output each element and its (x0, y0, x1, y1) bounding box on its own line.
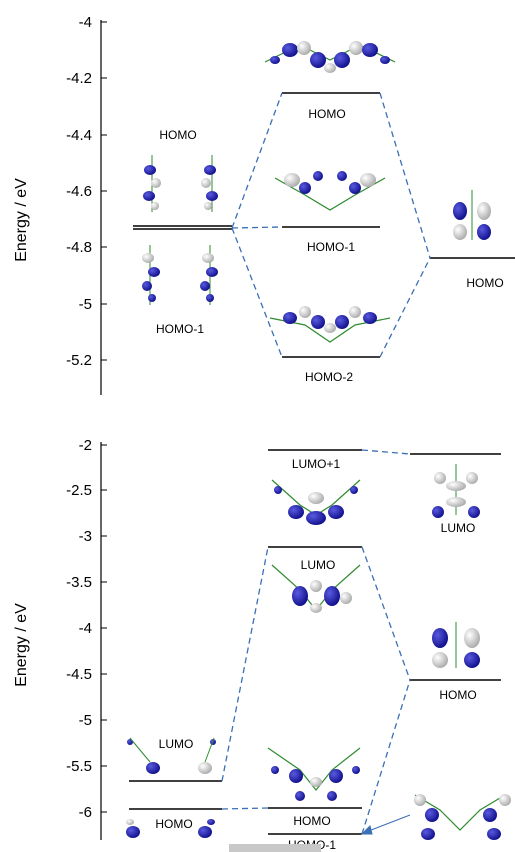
top-left-homo1-orbital (142, 245, 218, 305)
top-energy-levels (133, 92, 515, 358)
bottom-right-lumo-label: LUMO (441, 521, 476, 535)
bottom-tick-label: -4.5 (66, 666, 92, 683)
bottom-tick-label: -2 (79, 437, 92, 454)
bottom-tick-label: -2.5 (66, 482, 92, 499)
bottom-tick-label: -5 (79, 712, 92, 729)
bottom-tick-label: -5.5 (66, 758, 92, 775)
bottom-right-homo-orbital (432, 622, 480, 668)
bottom-correlation-lines (221, 449, 411, 835)
top-y-ticks (101, 21, 107, 361)
bottom-right-homo-label: HOMO (439, 688, 476, 702)
bottom-right-homo1-orbital (414, 794, 511, 840)
bottom-left-lumo-label: LUMO (159, 737, 194, 751)
bottom-tick-label: -3.5 (66, 574, 92, 591)
bottom-y-ticks (101, 444, 107, 813)
top-right-homo-label: HOMO (466, 276, 503, 290)
bottom-mid-lumo-orbital (271, 564, 361, 613)
bottom-left-homo-orbital (126, 819, 215, 838)
top-mid-homo2-label: HOMO-2 (305, 370, 353, 384)
bottom-mid-homo-label: HOMO (293, 814, 330, 828)
top-tick-label: -4.2 (66, 70, 92, 87)
top-tick-label: -4.8 (66, 239, 92, 256)
top-panel: -4 -4.2 -4.4 -4.6 -4.8 -5 -5.2 Energy / … (13, 14, 515, 395)
top-tick-label: -4 (79, 14, 92, 31)
top-tick-label: -4.4 (66, 127, 92, 144)
bottom-y-axis-label: Energy / eV (13, 603, 30, 687)
top-mid-homo1-orbital (274, 171, 386, 211)
bottom-energy-levels (129, 449, 501, 835)
homo1-arrow (360, 814, 411, 835)
bottom-tick-label: -3 (79, 528, 92, 545)
bottom-mid-lumo1-label: LUMO+1 (292, 457, 341, 471)
top-right-homo-orbital (453, 190, 491, 240)
bottom-mid-lumo-label: LUMO (301, 558, 336, 572)
top-mid-homo2-orbital (269, 306, 391, 343)
top-tick-label: -5 (79, 296, 92, 313)
top-left-homo-label: HOMO (159, 128, 196, 142)
top-correlation-lines (231, 92, 431, 358)
bottom-mid-homo-orbital (267, 747, 361, 801)
top-tick-label: -5.2 (66, 352, 92, 369)
bottom-mid-lumo1-orbital (271, 479, 361, 525)
top-tick-label: -4.6 (66, 183, 92, 200)
top-mid-homo1-label: HOMO-1 (307, 240, 355, 254)
top-left-homo1-label: HOMO-1 (156, 322, 204, 336)
bottom-left-lumo-orbital (127, 737, 216, 774)
bottom-right-lumo-orbital (432, 464, 480, 518)
top-left-homo-orbital (143, 155, 218, 212)
bottom-panel: -2 -2.5 -3 -3.5 -4 -4.5 -5 -5.5 -6 Energ… (13, 437, 511, 852)
top-mid-homo-orbital (264, 41, 396, 73)
top-mid-homo-label: HOMO (308, 107, 345, 121)
bottom-tick-label: -4 (79, 620, 92, 637)
top-y-axis-label: Energy / eV (13, 178, 30, 262)
horizontal-scrollbar[interactable] (229, 844, 321, 852)
bottom-tick-label: -6 (79, 804, 92, 821)
bottom-left-homo-label: HOMO (155, 817, 192, 831)
